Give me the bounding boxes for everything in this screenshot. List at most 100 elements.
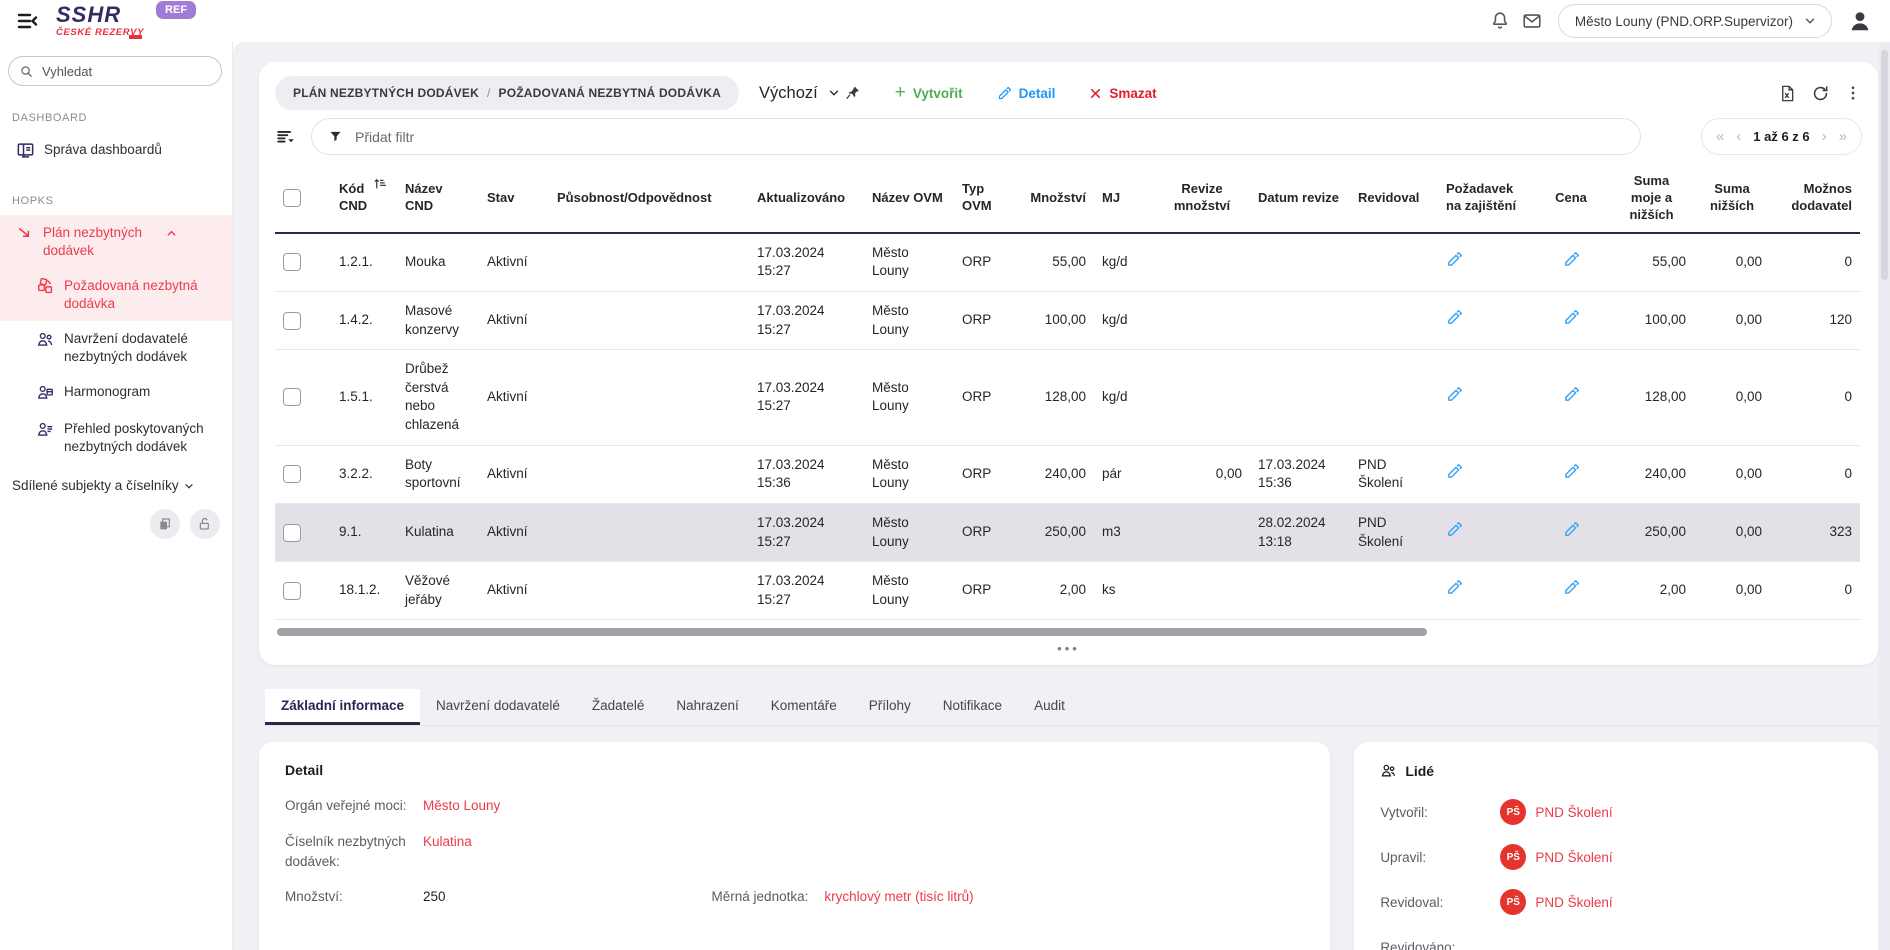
previous-page-button[interactable]: ‹ — [1736, 128, 1742, 145]
sidebar-item-plan-nezbytnych-dodavek[interactable]: Plán nezbytných dodávek — [0, 215, 190, 268]
tab-nahrazeni[interactable]: Nahrazení — [676, 698, 739, 714]
ciselnik-link[interactable]: Kulatina — [423, 833, 472, 849]
row-checkbox[interactable] — [283, 311, 301, 330]
export-excel-icon[interactable] — [1778, 84, 1797, 103]
user-initials-badge[interactable]: PŠ — [1500, 799, 1527, 826]
col-revize-mnozstvi[interactable]: Revize množství — [1173, 181, 1231, 214]
notifications-bell-icon[interactable] — [1484, 5, 1516, 37]
col-revidoval[interactable]: Revidoval — [1358, 189, 1420, 205]
col-mj[interactable]: MJ — [1102, 189, 1121, 205]
table-row[interactable]: 3.2.2. Boty sportovní Aktivní 17.03.2024 15… — [275, 445, 1860, 504]
row-checkbox[interactable] — [283, 581, 301, 600]
pin-view-icon[interactable] — [845, 85, 861, 101]
last-page-button[interactable]: » — [1838, 128, 1847, 145]
filter-funnel-icon — [330, 131, 341, 142]
edit-pozadavek-icon[interactable] — [1446, 386, 1463, 403]
vytvoril-user-link[interactable]: PND Školení — [1535, 804, 1613, 820]
select-all-checkbox[interactable] — [283, 189, 301, 208]
edit-cena-icon[interactable] — [1563, 521, 1580, 538]
search-input[interactable] — [42, 63, 192, 79]
messages-mail-icon[interactable] — [1516, 5, 1548, 37]
row-checkbox[interactable] — [283, 253, 301, 272]
table-row[interactable]: 1.2.1. Mouka Aktivní 17.03.2024 15:27 Město … — [275, 232, 1860, 292]
edit-cena-icon[interactable] — [1563, 386, 1580, 403]
revidoval-user-link[interactable]: PND Školení — [1535, 894, 1613, 910]
col-pusobnost[interactable]: Působnost/Odpovědnost — [557, 189, 712, 205]
sidebar-item-navrzeni-dodavatele[interactable]: Navržení dodavatelé nezbytných dodávek — [0, 321, 232, 374]
first-page-button[interactable]: « — [1715, 128, 1725, 145]
table-row[interactable]: 1.5.1. Drůbež čerstvá nebo chlazená Aktivn… — [275, 349, 1860, 446]
table-row[interactable]: 9.1. Kulatina Aktivní 17.03.2024 15:27 Město… — [275, 503, 1860, 563]
breadcrumb[interactable]: PLÁN NEZBYTNÝCH DODÁVEK / POŽADOVANÁ NEZ… — [275, 76, 740, 110]
table-row[interactable]: 18.1.2. Věžové jeřáby Aktivní 17.03.2024 15… — [275, 561, 1860, 621]
breadcrumb-segment-1[interactable]: PLÁN NEZBYTNÝCH DODÁVEK — [293, 86, 479, 100]
edit-cena-icon[interactable] — [1563, 463, 1580, 480]
row-checkbox[interactable] — [283, 465, 301, 484]
col-suma-nizsich[interactable]: Suma nižších — [1709, 181, 1755, 214]
column-settings-icon[interactable] — [275, 126, 297, 148]
copy-button[interactable] — [150, 509, 180, 540]
vertical-scrollbar[interactable] — [1879, 42, 1890, 950]
chevron-up-icon[interactable] — [165, 227, 178, 240]
edit-pozadavek-icon[interactable] — [1446, 309, 1463, 326]
plus-icon: + — [894, 81, 906, 103]
create-button[interactable]: + Vytvořit — [894, 81, 963, 103]
kebab-menu-icon[interactable] — [1844, 84, 1862, 102]
vertical-scrollbar-thumb[interactable] — [1881, 50, 1888, 280]
tab-prilohy[interactable]: Přílohy — [868, 698, 911, 714]
add-filter-input[interactable]: Přidat filtr — [311, 118, 1641, 155]
sidebar-item-prehled-poskytovanych[interactable]: Přehled poskytovaných nezbytných dodávek — [0, 411, 232, 464]
tab-audit[interactable]: Audit — [1034, 698, 1065, 714]
col-nazev-ovm[interactable]: Název OVM — [872, 189, 943, 205]
edit-pozadavek-icon[interactable] — [1446, 521, 1463, 538]
sidebar-item-sdilene-subjekty[interactable]: Sdílené subjekty a číselníky — [0, 464, 232, 499]
sshr-logo[interactable]: SSHR ČESKÉ REZERVY — [56, 4, 144, 40]
sidebar-search[interactable] — [8, 56, 222, 86]
col-cena[interactable]: Cena — [1555, 189, 1587, 205]
tab-navrzeni-dodavatele[interactable]: Navržení dodavatelé — [436, 698, 560, 714]
col-pozadavek-na-zajisteni[interactable]: Požadavek na zajištění — [1446, 181, 1517, 214]
sidebar-collapse-icon[interactable] — [12, 6, 42, 36]
table-row[interactable]: 1.4.2. Masové konzervy Aktivní 17.03.2024 1… — [275, 291, 1860, 351]
tab-zadatele[interactable]: Žadatelé — [591, 698, 645, 714]
organization-role-selector[interactable]: Město Louny (PND.ORP.Supervizor) — [1557, 4, 1832, 38]
edit-pozadavek-icon[interactable] — [1446, 579, 1463, 596]
edit-cena-icon[interactable] — [1563, 579, 1580, 596]
refresh-icon[interactable] — [1811, 84, 1830, 103]
row-checkbox[interactable] — [283, 523, 301, 542]
col-kod-cnd[interactable]: Kód CND — [331, 165, 397, 233]
detail-button[interactable]: Detail — [997, 86, 1055, 101]
edit-pozadavek-icon[interactable] — [1446, 251, 1463, 268]
edit-cena-icon[interactable] — [1563, 251, 1580, 268]
delete-button[interactable]: Smazat — [1089, 86, 1157, 101]
col-aktualizovano[interactable]: Aktualizováno — [757, 189, 846, 205]
col-suma-moje-a-nizsich[interactable]: Suma moje a nižších — [1629, 173, 1674, 222]
cell-typ-ovm: ORP — [954, 349, 1016, 446]
tab-komentare[interactable]: Komentáře — [770, 698, 837, 714]
col-datum-revize[interactable]: Datum revize — [1258, 189, 1339, 205]
view-selector[interactable]: Výchozí — [759, 84, 841, 103]
sidebar-item-sprava-dashboardu[interactable]: Správa dashboardů — [0, 132, 232, 169]
col-nazev-cnd[interactable]: Název CND — [405, 181, 443, 214]
resize-handle-dots[interactable]: ••• — [1057, 641, 1080, 657]
next-page-button[interactable]: › — [1821, 128, 1827, 145]
edit-cena-icon[interactable] — [1563, 309, 1580, 326]
col-stav[interactable]: Stav — [487, 189, 515, 205]
col-moznost-dodavatele[interactable]: Možnos dodavatel — [1791, 181, 1852, 214]
col-typ-ovm[interactable]: Typ OVM — [962, 181, 992, 214]
user-initials-badge[interactable]: PŠ — [1500, 844, 1527, 871]
horizontal-scrollbar[interactable] — [277, 628, 1427, 637]
row-checkbox[interactable] — [283, 388, 301, 407]
merna-jednotka-link[interactable]: krychlový metr (tisíc litrů) — [824, 889, 974, 905]
user-avatar[interactable] — [1844, 5, 1876, 37]
lock-button[interactable] — [190, 509, 220, 540]
user-initials-badge[interactable]: PŠ — [1500, 889, 1527, 916]
tab-notifikace[interactable]: Notifikace — [942, 698, 1003, 714]
upravil-user-link[interactable]: PND Školení — [1535, 849, 1613, 865]
sidebar-item-harmonogram[interactable]: Harmonogram — [0, 374, 232, 411]
tab-zakladni-informace[interactable]: Základní informace — [265, 689, 421, 726]
col-mnozstvi[interactable]: Množství — [1030, 189, 1086, 205]
organ-verejne-moci-link[interactable]: Město Louny — [423, 798, 501, 814]
sidebar-item-pozadovana-nezbytna-dodavka[interactable]: Požadovaná nezbytná dodávka — [0, 268, 232, 321]
edit-pozadavek-icon[interactable] — [1446, 463, 1463, 480]
